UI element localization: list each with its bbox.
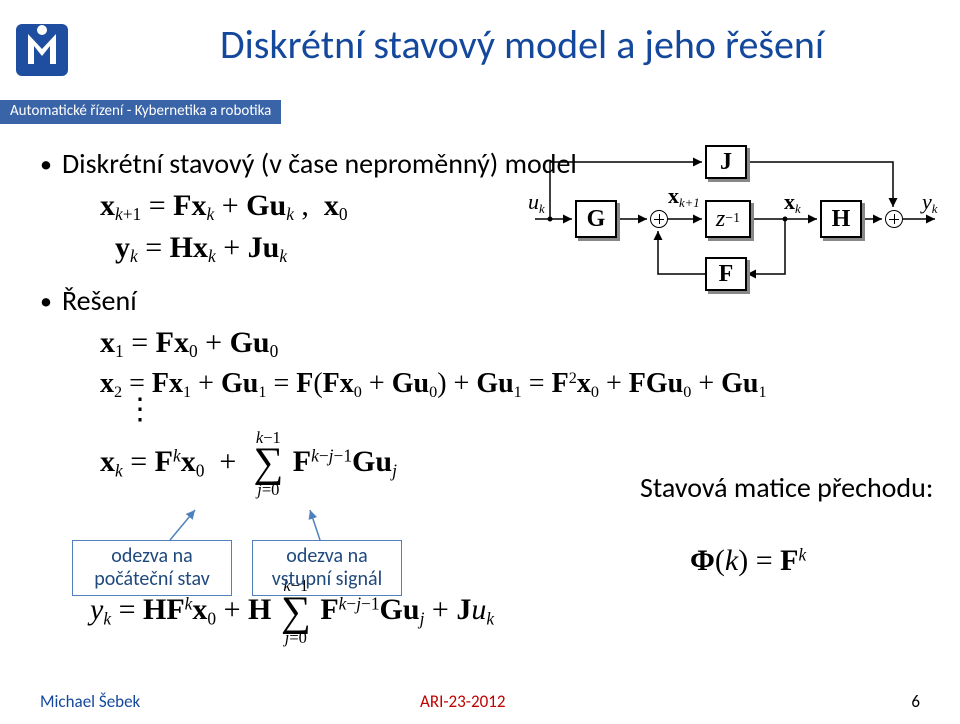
signal-yk: yk <box>922 189 937 217</box>
footer-author: Michael Šebek <box>40 691 140 712</box>
block-zinv: z−1 <box>705 200 751 238</box>
footer-page-number: 6 <box>911 691 920 712</box>
footer-code: ARI-23-2012 <box>420 691 505 712</box>
sum-node-1 <box>650 210 668 228</box>
block-g: G <box>575 200 617 238</box>
eq-phi: Φ(k) = Fk <box>690 540 806 582</box>
signal-xk: xk <box>784 189 801 217</box>
block-diagram: G z−1 J F H uk xk+1 xk yk <box>530 145 940 295</box>
state-matrix-label: Stavová matice přechodu: <box>640 470 933 505</box>
signal-xk1: xk+1 <box>668 183 700 211</box>
block-h: H <box>820 200 862 238</box>
slide-title: Diskrétní stavový model a jeho řešení <box>220 20 940 69</box>
university-logo <box>14 14 70 84</box>
annot-initial-response: odezva na počáteční stav <box>72 540 232 596</box>
annot-input-response: odezva na vstupní signál <box>252 540 402 596</box>
eq-x2: x2 = Fx1 + Gu1 = F(Fx0 + Gu0) + Gu1 = F2… <box>100 364 930 404</box>
signal-uk: uk <box>528 189 545 217</box>
header-banner: Automatické řízení - Kybernetika a robot… <box>0 100 281 124</box>
vertical-dots: ⋮ <box>125 404 930 416</box>
slide: Diskrétní stavový model a jeho řešení Au… <box>0 0 960 724</box>
eq-x1: x1 = Fx0 + Gu0 <box>100 322 930 364</box>
block-j: J <box>705 145 747 179</box>
block-f: F <box>705 257 747 291</box>
sum-node-2 <box>885 210 903 228</box>
